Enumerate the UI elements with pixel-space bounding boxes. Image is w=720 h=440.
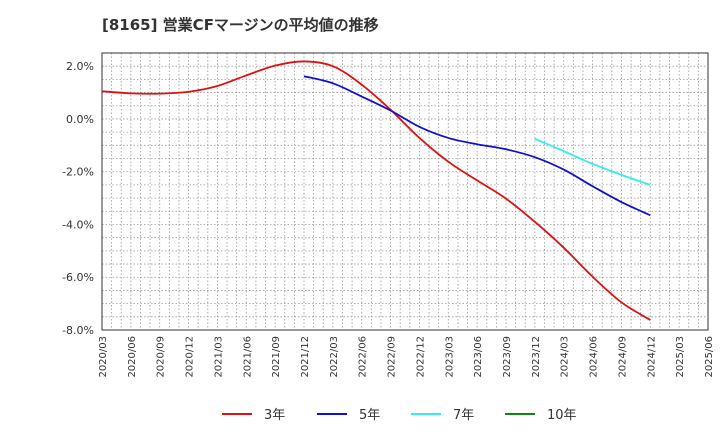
y-tick-label: 0.0% [66,113,94,126]
x-tick-label: 2020/03 [98,336,109,378]
x-tick-label: 2023/12 [531,336,542,378]
legend-label-1: 3年 [264,408,285,423]
x-tick-label: 2021/09 [271,336,282,378]
y-tick-label: -6.0% [62,271,94,284]
x-tick-label: 2022/06 [358,336,369,378]
legend-label-3: 7年 [453,408,474,423]
x-tick-label: 2020/09 [156,336,167,378]
x-tick-label: 2021/12 [300,336,311,378]
chart-title: [8165] 営業CFマージンの平均値の推移 [102,16,379,34]
x-tick-label: 2024/09 [617,336,628,378]
x-tick-label: 2024/06 [589,336,600,378]
x-tick-label: 2021/03 [213,336,224,378]
series-line-1 [101,60,651,321]
series-line-2 [303,75,651,217]
y-tick-label: -4.0% [62,218,94,231]
legend-label-4: 10年 [547,408,577,423]
x-tick-label: 2022/09 [387,336,398,378]
y-tick-label: 2.0% [66,60,94,73]
x-tick-label: 2020/06 [127,336,138,378]
x-tick-label: 2024/12 [646,336,657,378]
x-tick-label: 2025/03 [675,336,686,378]
plot-frame [101,52,709,331]
x-tick-label: 2023/03 [444,336,455,378]
plot-area [102,53,708,330]
x-tick-label: 2023/09 [502,336,513,378]
y-tick-label: -2.0% [62,166,94,179]
y-tick-label: -8.0% [62,324,94,337]
x-tick-label: 2021/06 [242,336,253,378]
x-tick-label: 2025/06 [704,336,715,378]
x-tick-label: 2022/03 [329,336,340,378]
x-tick-label: 2022/12 [415,336,426,378]
x-tick-label: 2023/06 [473,336,484,378]
x-tick-label: 2020/12 [185,336,196,378]
legend-label-2: 5年 [359,408,380,423]
x-tick-label: 2024/03 [560,336,571,378]
series-line-3 [534,137,651,186]
